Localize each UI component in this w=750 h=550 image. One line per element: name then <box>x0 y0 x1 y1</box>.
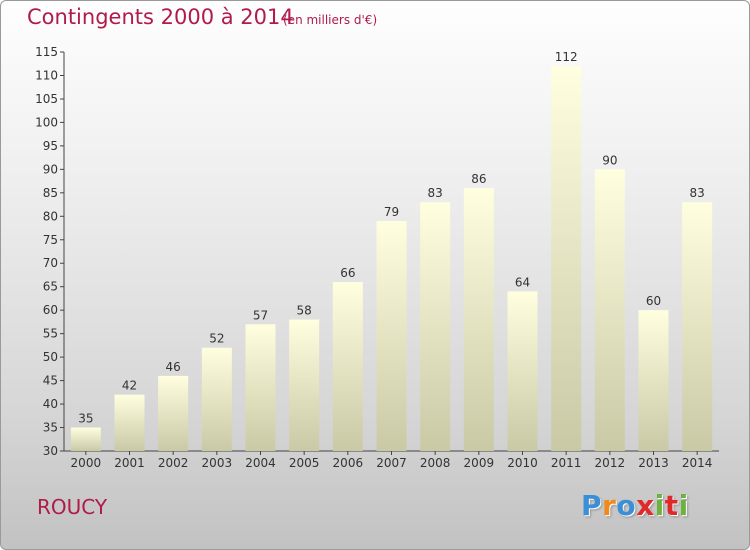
bar <box>507 291 538 451</box>
data-label: 83 <box>428 186 443 200</box>
bar <box>638 310 669 451</box>
logo-letter: t <box>664 489 679 522</box>
x-tick-label: 2004 <box>245 456 276 470</box>
x-tick-label: 2006 <box>333 456 364 470</box>
data-label: 42 <box>122 379 137 393</box>
x-tick-label: 2005 <box>289 456 320 470</box>
logo-letter: i <box>678 489 689 522</box>
y-tick-label: 90 <box>43 162 58 176</box>
bar <box>245 324 276 451</box>
logo-letter: r <box>602 489 617 522</box>
y-tick-label: 30 <box>43 444 58 458</box>
x-tick-label: 2007 <box>376 456 407 470</box>
data-label: 86 <box>471 172 486 186</box>
data-label: 58 <box>297 304 312 318</box>
y-tick-label: 85 <box>43 186 58 200</box>
data-label: 46 <box>166 360 181 374</box>
x-tick-label: 2003 <box>202 456 233 470</box>
bar <box>158 375 189 451</box>
data-label: 35 <box>78 412 93 426</box>
bar <box>682 202 713 451</box>
y-tick-label: 35 <box>43 421 58 435</box>
y-tick-label: 105 <box>35 92 58 106</box>
data-label: 66 <box>340 266 355 280</box>
y-tick-label: 75 <box>43 233 58 247</box>
y-tick-label: 110 <box>35 68 58 82</box>
logo-letter: x <box>636 489 655 522</box>
bar <box>289 319 320 451</box>
x-tick-label: 2002 <box>158 456 189 470</box>
x-tick-label: 2009 <box>464 456 495 470</box>
y-tick-label: 70 <box>43 256 58 270</box>
bar <box>376 220 407 451</box>
data-label: 57 <box>253 308 268 322</box>
x-tick-label: 2001 <box>114 456 145 470</box>
y-tick-label: 40 <box>43 397 58 411</box>
x-tick-label: 2010 <box>507 456 538 470</box>
logo-letter: i <box>654 489 665 522</box>
x-tick-label: 2008 <box>420 456 451 470</box>
data-label: 60 <box>646 294 661 308</box>
y-tick-label: 60 <box>43 303 58 317</box>
chart-unit: (en milliers d'€) <box>283 13 378 27</box>
y-tick-label: 95 <box>43 139 58 153</box>
x-tick-label: 2014 <box>682 456 713 470</box>
bar <box>551 66 582 452</box>
bar <box>70 427 101 451</box>
y-tick-label: 115 <box>35 45 58 59</box>
proxiti-logo: Proxiti <box>581 489 689 522</box>
chart-title: Contingents 2000 à 2014 <box>27 5 294 29</box>
x-tick-label: 2012 <box>595 456 626 470</box>
logo-letter: o <box>616 489 637 522</box>
y-tick-label: 45 <box>43 374 58 388</box>
bar <box>201 347 232 451</box>
y-tick-label: 50 <box>43 350 58 364</box>
y-tick-label: 55 <box>43 327 58 341</box>
bar <box>332 282 363 451</box>
y-tick-label: 80 <box>43 209 58 223</box>
commune-name: ROUCY <box>37 495 108 519</box>
bar <box>594 169 625 451</box>
bar <box>463 188 494 452</box>
data-label: 83 <box>690 186 705 200</box>
x-tick-label: 2013 <box>638 456 669 470</box>
x-tick-label: 2011 <box>551 456 582 470</box>
y-tick-label: 65 <box>43 280 58 294</box>
bar <box>114 394 145 451</box>
data-label: 52 <box>209 332 224 346</box>
data-label: 112 <box>555 50 578 64</box>
data-label: 64 <box>515 275 530 289</box>
y-tick-label: 100 <box>35 115 58 129</box>
bar <box>420 202 451 451</box>
logo-letter: P <box>581 489 603 522</box>
x-tick-label: 2000 <box>71 456 102 470</box>
data-label: 79 <box>384 205 399 219</box>
data-label: 90 <box>602 153 617 167</box>
